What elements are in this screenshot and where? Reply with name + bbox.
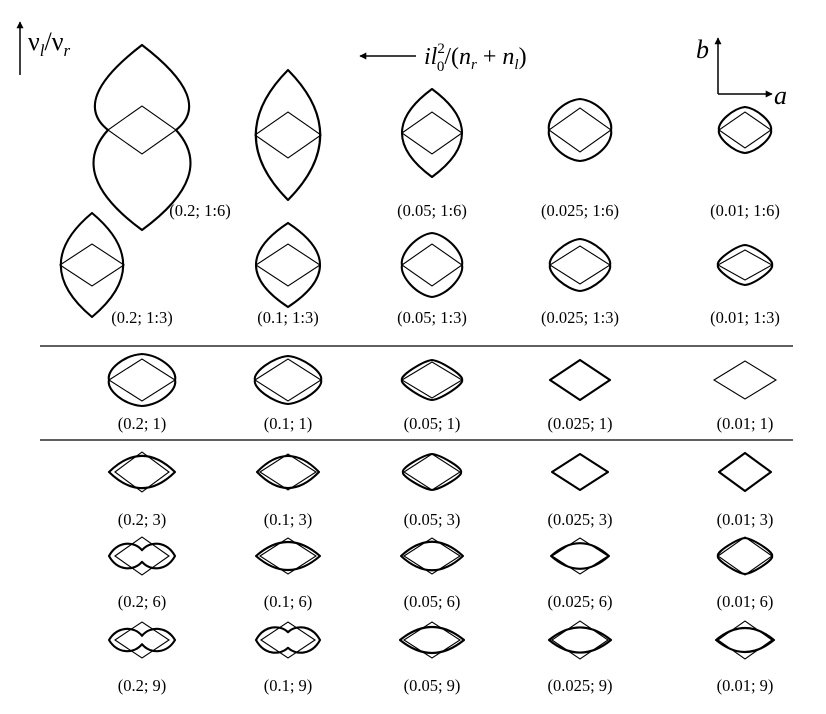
shape-label: (0.2; 3)	[118, 510, 167, 529]
shape-label: (0.05; 1)	[404, 414, 461, 433]
island-contour	[400, 87, 464, 179]
a-direction-label: a	[774, 81, 787, 110]
shape-label: (0.05; 1:3)	[397, 308, 467, 327]
diamond-outline	[258, 453, 318, 491]
shape-label: (0.05; 6)	[404, 592, 461, 611]
diamond-outline	[260, 621, 316, 659]
island-contour	[253, 354, 323, 406]
diamond-outline	[114, 451, 170, 493]
shape-label: (0.05; 9)	[404, 676, 461, 695]
diamond-outline	[400, 361, 464, 399]
island-contour	[59, 211, 125, 319]
diamond-outline	[716, 249, 774, 281]
diamond-outline	[549, 359, 611, 401]
diamond-outline	[548, 107, 612, 153]
island-contour	[714, 627, 776, 653]
island-contour	[717, 105, 773, 155]
island-contour	[401, 452, 463, 492]
diamond-outline	[402, 537, 462, 575]
island-contour	[254, 541, 322, 571]
diamond-outline	[550, 453, 610, 491]
island-contour	[107, 542, 177, 570]
island-contour	[107, 352, 177, 408]
shape-label: (0.01; 1:3)	[710, 308, 780, 327]
diamond-outline	[551, 620, 609, 660]
island-contour	[254, 626, 322, 654]
diamond-outline	[712, 360, 778, 400]
diamond-outline	[58, 243, 126, 287]
island-contour	[717, 451, 773, 493]
shape-label: (0.025; 1:3)	[541, 308, 619, 327]
island-contour	[92, 43, 192, 232]
diamond-outline	[718, 452, 772, 492]
island-contour	[400, 358, 464, 402]
diamond-outline	[107, 105, 177, 155]
diamond-outline	[717, 620, 773, 660]
diamond-outline	[401, 111, 463, 155]
shape-label: (0.025; 1)	[547, 414, 612, 433]
shape-label: (0.01; 9)	[717, 676, 774, 695]
diamond-outline	[401, 243, 463, 287]
diamond-outline	[548, 245, 612, 285]
horizontal-axis-label: il2 0/(nr + nl)	[424, 41, 527, 75]
island-contour	[398, 626, 466, 654]
island-contour	[254, 68, 322, 202]
shape-label: (0.05; 3)	[404, 510, 461, 529]
shape-label: (0.05; 1:6)	[397, 201, 467, 220]
island-contour	[548, 237, 612, 293]
shape-label: (0.01; 1:6)	[710, 201, 780, 220]
island-contour	[547, 626, 613, 654]
island-contour	[400, 231, 464, 299]
island-contour	[547, 97, 613, 163]
shape-label: (0.025; 3)	[547, 510, 612, 529]
shape-label: (0.2; 1:3)	[111, 308, 172, 327]
diamond-outline	[254, 111, 322, 159]
diamond-outline	[258, 537, 318, 575]
shape-label: (0.025; 9)	[547, 676, 612, 695]
island-contour	[716, 243, 774, 287]
diamond-outline	[550, 537, 610, 575]
shape-label: (0.01; 3)	[717, 510, 774, 529]
shape-label: (0.2; 6)	[118, 592, 167, 611]
island-contour	[548, 358, 612, 402]
diamond-outline	[107, 358, 177, 402]
diamond-outline	[254, 243, 322, 287]
diamond-outline	[253, 358, 323, 402]
shape-label: (0.1; 3)	[264, 510, 313, 529]
shape-label: (0.1; 9)	[264, 676, 313, 695]
island-contour	[716, 536, 774, 576]
diamond-outline	[718, 111, 772, 149]
shape-label: (0.01; 6)	[717, 592, 774, 611]
vertical-axis-label: νl/νr	[28, 27, 71, 60]
shape-label: (0.2; 9)	[118, 676, 167, 695]
island-contour	[550, 452, 610, 492]
diamond-outline	[114, 621, 170, 659]
diamond-outline	[402, 453, 462, 491]
diamond-outline	[717, 536, 773, 576]
island-contour	[549, 542, 611, 570]
shape-grid: (0.2; 1:6) (0.05; 1:6) (0.025; 1:6) (0.01; …	[58, 43, 780, 695]
shape-label: (0.1; 1)	[264, 414, 313, 433]
island-contour	[399, 540, 465, 572]
shape-label: (0.2; 1:6)	[169, 201, 230, 220]
shape-label: (0.1; 6)	[264, 592, 313, 611]
shape-label: (0.025; 6)	[547, 592, 612, 611]
shape-label: (0.2; 1)	[118, 414, 167, 433]
shape-label: (0.01; 1)	[717, 414, 774, 433]
island-contour	[107, 627, 177, 653]
diamond-outline	[402, 621, 462, 659]
shape-label: (0.025; 1:6)	[541, 201, 619, 220]
shape-label: (0.1; 1:3)	[257, 308, 318, 327]
island-contour	[255, 455, 321, 489]
b-direction-label: b	[696, 35, 709, 64]
island-contour	[107, 454, 177, 490]
diamond-outline	[114, 536, 170, 576]
island-contour	[254, 221, 322, 309]
